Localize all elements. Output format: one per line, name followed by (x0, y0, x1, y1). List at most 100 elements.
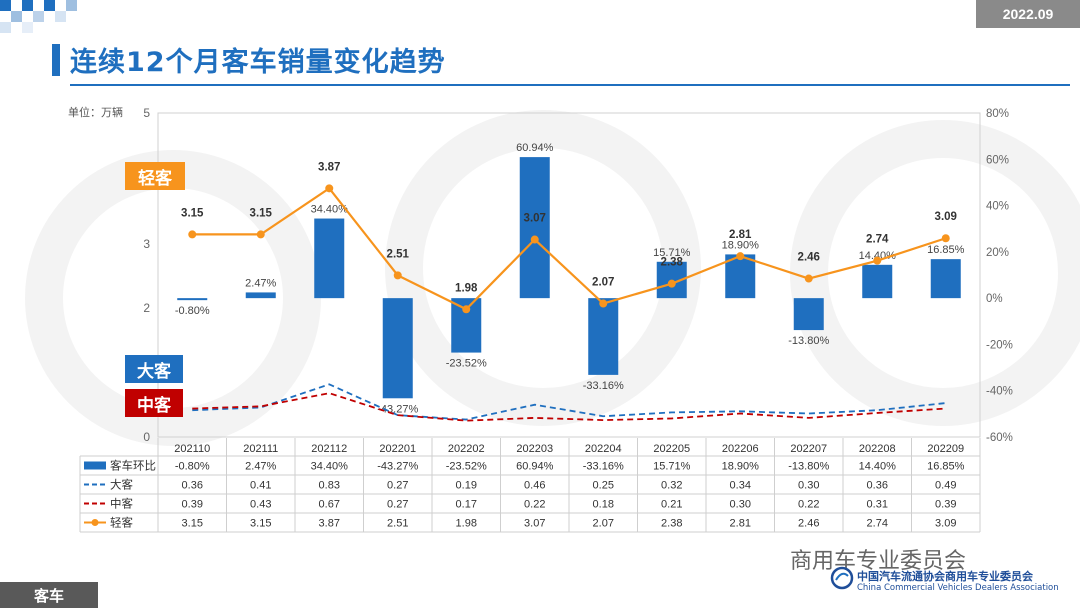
left-axis-tick-label: 5 (143, 106, 150, 120)
mom-bar (314, 218, 345, 299)
table-cell: 0.36 (867, 480, 888, 492)
table-cell: 3.15 (182, 518, 203, 530)
mom-bar (588, 298, 619, 375)
table-cell: 0.41 (250, 480, 271, 492)
table-cell: 0.31 (867, 499, 888, 511)
mid-bus-line (192, 392, 946, 422)
light-bus-point (393, 271, 402, 280)
mom-bar-label: -13.80% (788, 335, 829, 347)
table-cell: 14.40% (859, 461, 897, 473)
light-bus-point (736, 252, 745, 261)
table-category-label: 202205 (653, 443, 690, 455)
table-cell: 0.17 (456, 499, 477, 511)
mom-bar-label: -23.52% (446, 358, 487, 370)
table-cell: 0.43 (250, 499, 271, 511)
table-category-label: 202207 (790, 443, 827, 455)
right-axis-tick-label: 40% (986, 201, 1009, 213)
table-cell: 0.25 (593, 480, 614, 492)
period-badge: 2022.09 (976, 0, 1080, 28)
light-bus-label: 3.07 (524, 213, 546, 225)
table-cell: 0.67 (319, 499, 340, 511)
table-cell: 16.85% (927, 461, 965, 473)
light-bus-point (599, 299, 608, 308)
light-bus-point (941, 234, 950, 243)
light-bus-label: 2.74 (866, 234, 889, 246)
left-axis-tick-label: 0 (143, 430, 150, 444)
light-bus-label: 2.38 (661, 257, 684, 269)
plot-frame (157, 112, 981, 438)
table-cell: 0.22 (524, 499, 545, 511)
mom-bar-label: 15.71% (653, 247, 691, 259)
table-cell: 18.90% (722, 461, 760, 473)
right-axis-tick-label: -20% (986, 339, 1013, 351)
light-bus-point (530, 235, 539, 244)
table-category-label: 202203 (516, 443, 553, 455)
association-logo-icon (830, 566, 854, 590)
table-cell: 2.07 (593, 518, 614, 530)
table-cell: 0.27 (387, 480, 408, 492)
table-cell: 0.83 (319, 480, 340, 492)
mom-bar (245, 292, 276, 299)
table-cell: 34.40% (311, 461, 349, 473)
mom-bar (725, 254, 756, 299)
unit-label: 单位：万辆 (68, 106, 123, 119)
light-bus-label: 3.15 (250, 207, 273, 219)
right-axis-tick-label: -60% (986, 432, 1013, 444)
light-bus-point (462, 305, 471, 314)
light-bus-label: 3.87 (318, 161, 340, 173)
page-title: 连续12个月客车销量变化趋势 (70, 47, 446, 78)
light-bus-label: 2.51 (387, 248, 410, 260)
wechat-account-name: 商用车专业委员会 (790, 549, 967, 574)
table-category-label: 202111 (243, 443, 278, 455)
light-bus-label: 2.81 (729, 229, 752, 241)
left-axis-tick-label: 2 (143, 301, 150, 315)
mom-bar-label: -33.16% (583, 380, 624, 392)
light-bus-point (256, 230, 265, 239)
table-cell: 0.18 (593, 499, 614, 511)
title-underline (70, 84, 1070, 86)
mom-bar (862, 264, 893, 299)
mom-bar-label: -43.27% (377, 403, 418, 415)
large-bus-line (192, 383, 946, 421)
table-category-label: 202201 (379, 443, 416, 455)
table-cell: 2.38 (661, 518, 682, 530)
table-cell: 1.98 (456, 518, 477, 530)
right-axis-tick-label: 20% (986, 247, 1009, 259)
light-bus-label: 3.15 (181, 207, 204, 219)
mom-bar-label: 18.90% (722, 239, 760, 251)
table-cell: -23.52% (446, 461, 487, 473)
right-axis-tick-label: 60% (986, 154, 1009, 166)
header-decoration (0, 0, 90, 36)
table-cell: 0.19 (456, 480, 477, 492)
legend-label: 轻客 (110, 516, 133, 530)
legend-label: 大客 (110, 478, 133, 492)
table-cell: 0.34 (730, 480, 751, 492)
mom-bar (519, 157, 550, 299)
left-axis-tick-label: 3 (143, 237, 150, 251)
mom-bar (382, 298, 413, 399)
table-category-label: 202110 (174, 443, 210, 455)
association-name-en: China Commercial Vehicles Dealers Associ… (857, 583, 1059, 593)
table-cell: 2.51 (387, 518, 408, 530)
table-category-label: 202202 (448, 443, 485, 455)
mom-bar-label: 16.85% (927, 244, 965, 256)
mom-bar-label: 2.47% (245, 277, 276, 289)
section-footer-label: 客车 (0, 582, 98, 608)
table-cell: 0.30 (798, 480, 819, 492)
table-cell: 60.94% (516, 461, 554, 473)
mom-bar-label: 34.40% (311, 204, 349, 216)
light-bus-label: 1.98 (455, 282, 478, 294)
light-bus-point (188, 230, 197, 239)
table-cell: 2.81 (730, 518, 751, 530)
table-cell: 0.21 (661, 499, 682, 511)
table-cell: 3.09 (935, 518, 956, 530)
legend-key-light-marker (91, 519, 99, 526)
table-cell: 0.39 (935, 499, 956, 511)
table-cell: 0.30 (730, 499, 751, 511)
table-cell: -13.80% (788, 461, 829, 473)
table-category-label: 202204 (585, 443, 622, 455)
light-bus-point (804, 274, 813, 283)
table-category-label: 202209 (927, 443, 964, 455)
legend-key-bar (84, 461, 106, 470)
